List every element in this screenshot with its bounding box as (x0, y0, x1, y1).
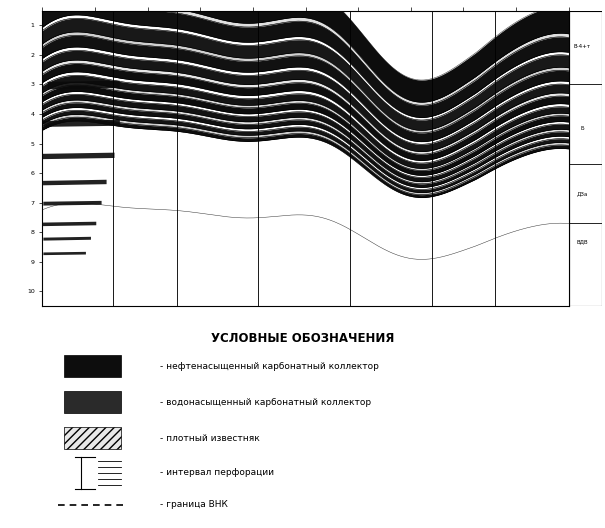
Bar (64, 355, 120, 377)
Text: - водонасыщенный карбонатный коллектор: - водонасыщенный карбонатный коллектор (160, 398, 371, 407)
Text: В-4+т: В-4+т (574, 43, 590, 49)
Text: - интервал перфорации: - интервал перфорации (160, 468, 274, 477)
Text: Б: Б (580, 126, 584, 131)
Text: УСЛОВНЫЕ ОБОЗНАЧЕНИЯ: УСЛОВНЫЕ ОБОЗНАЧЕНИЯ (211, 332, 394, 345)
Text: ДЗа: ДЗа (577, 191, 587, 196)
Text: - плотный известняк: - плотный известняк (160, 434, 260, 443)
Bar (64, 391, 120, 413)
Text: - граница ВНК: - граница ВНК (160, 500, 228, 509)
Text: ВДВ: ВДВ (576, 239, 588, 244)
Text: - нефтенасыщенный карбонатный коллектор: - нефтенасыщенный карбонатный коллектор (160, 362, 379, 371)
Bar (64, 428, 120, 449)
